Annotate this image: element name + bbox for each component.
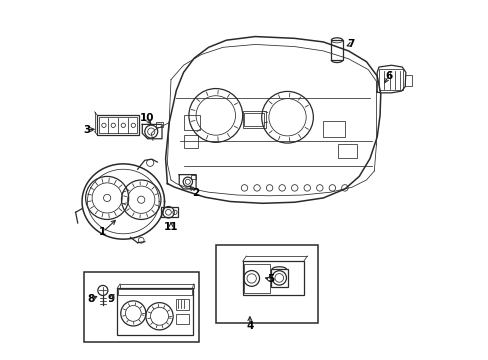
- Bar: [242, 111, 265, 128]
- Text: 11: 11: [163, 222, 178, 231]
- Bar: [330, 40, 342, 60]
- Bar: [337, 144, 357, 158]
- Bar: [183, 135, 198, 148]
- Bar: [215, 245, 317, 323]
- Bar: [117, 288, 192, 335]
- Bar: [97, 116, 139, 135]
- Bar: [176, 299, 188, 310]
- Bar: [160, 207, 178, 217]
- Bar: [190, 175, 196, 179]
- Text: 10: 10: [140, 113, 154, 123]
- Text: 1: 1: [99, 227, 106, 237]
- Text: 8: 8: [87, 294, 95, 304]
- Text: 9: 9: [107, 294, 114, 304]
- Bar: [176, 314, 188, 324]
- Bar: [242, 261, 303, 296]
- Text: 4: 4: [245, 321, 253, 331]
- Bar: [183, 116, 199, 130]
- Bar: [323, 121, 344, 137]
- Bar: [83, 272, 198, 342]
- Bar: [244, 113, 264, 126]
- Bar: [118, 289, 191, 296]
- Text: 2: 2: [192, 188, 199, 198]
- Bar: [99, 117, 137, 134]
- Bar: [244, 264, 269, 293]
- Text: 7: 7: [346, 40, 354, 49]
- Text: 6: 6: [384, 71, 391, 81]
- Text: 3: 3: [83, 125, 91, 135]
- Bar: [271, 269, 287, 287]
- Bar: [156, 122, 163, 127]
- Bar: [405, 75, 411, 86]
- Bar: [120, 284, 193, 288]
- Text: 5: 5: [266, 274, 273, 284]
- Bar: [379, 69, 402, 90]
